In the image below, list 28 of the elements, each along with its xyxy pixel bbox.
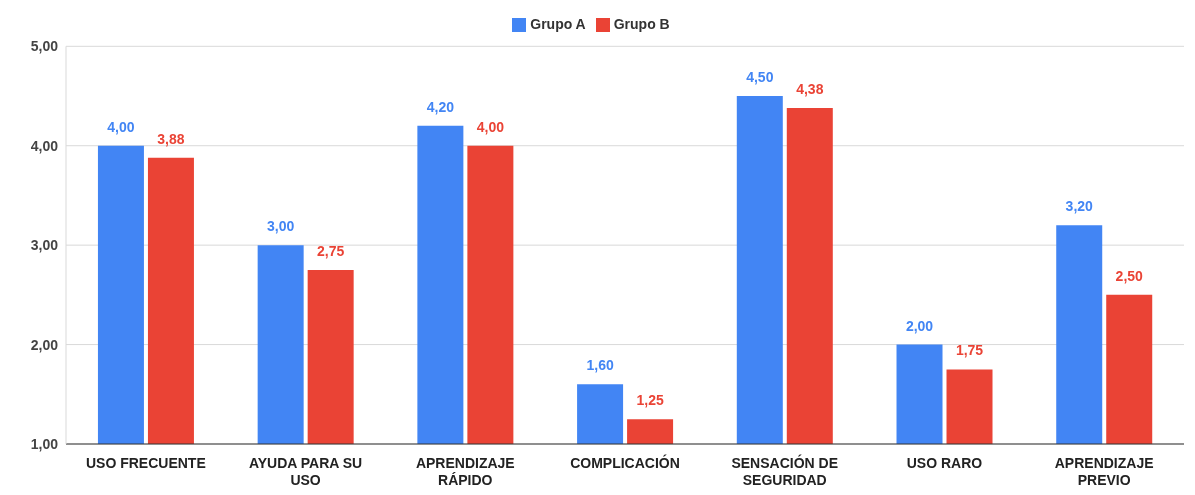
y-tick-label: 5,00 [30, 38, 59, 55]
data-label: 3,20 [1065, 198, 1094, 215]
y-tick-label: 2,00 [30, 336, 59, 353]
data-label: 2,00 [905, 317, 934, 334]
data-label: 1,60 [586, 357, 614, 374]
x-tick-label: APRENDIZAJE PREVIO [1054, 455, 1154, 488]
legend-label: Grupo B [613, 16, 670, 32]
y-tick-label: 3,00 [30, 237, 59, 254]
data-label: 2,75 [317, 243, 345, 259]
x-tick-label: APRENDIZAJE RÁPIDO [415, 455, 515, 488]
data-label: 3,00 [267, 218, 295, 235]
x-tick-label: AYUDA PARA SU USO [248, 455, 363, 488]
data-label: 4,00 [476, 118, 505, 135]
data-label: 3,88 [157, 130, 185, 147]
x-tick-label: USO FRECUENTE [85, 455, 206, 471]
data-label: 4,50 [746, 69, 774, 86]
data-label: 1,25 [636, 392, 664, 409]
data-label: 4,00 [107, 118, 135, 135]
x-tick-label: SENSACIÓN DE SEGURIDAD [731, 454, 838, 488]
y-tick-label: 4,00 [30, 137, 59, 154]
y-tick-label: 1,00 [30, 435, 59, 452]
x-tick-label: USO RARO [906, 455, 983, 471]
data-label: 2,50 [1115, 267, 1144, 284]
x-tick-label: COMPLICACIÓN [570, 454, 680, 471]
data-label: 4,20 [426, 98, 455, 115]
data-label: 1,75 [955, 342, 984, 359]
data-label: 4,38 [796, 80, 824, 97]
legend-label: Grupo A [530, 16, 586, 32]
